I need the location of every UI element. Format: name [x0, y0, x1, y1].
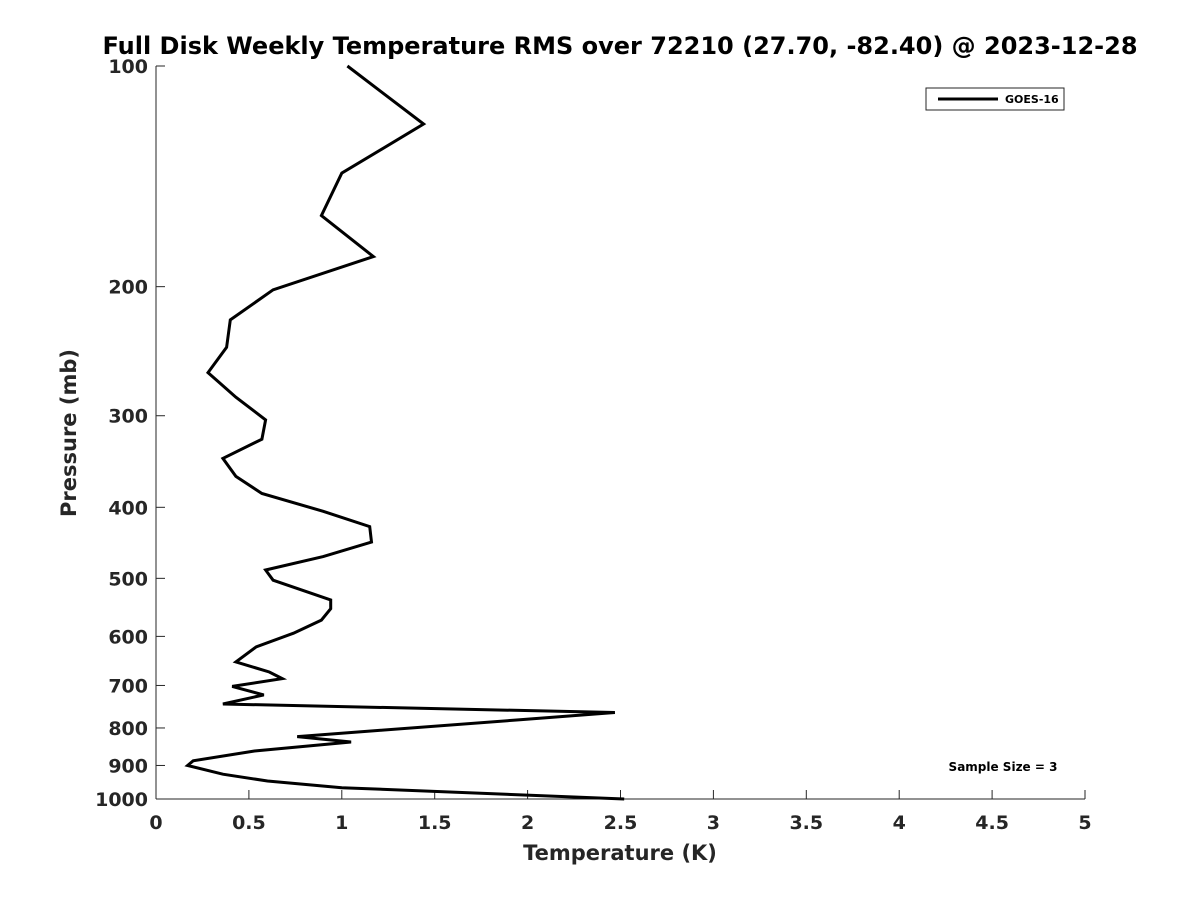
series-line-goes-16 — [184, 64, 625, 801]
y-tick-label: 200 — [108, 277, 148, 299]
y-axis-ticks: 100 200 300 400 500 600 700 800 900 1000 — [95, 56, 165, 811]
y-tick-label: 400 — [108, 497, 148, 519]
series-group — [184, 64, 625, 801]
y-tick-label: 500 — [108, 568, 148, 590]
x-tick-label: 1 — [335, 812, 348, 834]
y-axis-label: Pressure (mb) — [57, 349, 81, 517]
x-axis-label: Temperature (K) — [523, 841, 717, 865]
x-axis-ticks: 0 0.5 1 1.5 2 2.5 3 3.5 4 4.5 5 — [149, 790, 1092, 834]
y-tick-label: 300 — [108, 406, 148, 428]
x-tick-label: 1.5 — [418, 812, 452, 834]
x-tick-label: 3.5 — [789, 812, 823, 834]
x-tick-label: 4 — [893, 812, 906, 834]
y-tick-label: 1000 — [95, 789, 148, 811]
chart-title: Full Disk Weekly Temperature RMS over 72… — [102, 32, 1137, 60]
y-tick-label: 700 — [108, 675, 148, 697]
x-tick-label: 2.5 — [604, 812, 638, 834]
legend: GOES-16 — [925, 87, 1065, 111]
x-tick-label: 0 — [149, 812, 162, 834]
axes — [155, 66, 1085, 800]
y-tick-label: 800 — [108, 718, 148, 740]
x-tick-label: 2 — [521, 812, 534, 834]
x-tick-label: 0.5 — [232, 812, 266, 834]
sample-size-annotation: Sample Size = 3 — [949, 760, 1058, 774]
y-tick-label: 900 — [108, 755, 148, 777]
x-tick-label: 3 — [707, 812, 720, 834]
y-tick-label: 600 — [108, 626, 148, 648]
x-tick-label: 5 — [1078, 812, 1091, 834]
x-tick-label: 4.5 — [975, 812, 1009, 834]
y-tick-label: 100 — [108, 56, 148, 78]
legend-label-goes-16: GOES-16 — [1005, 93, 1059, 106]
